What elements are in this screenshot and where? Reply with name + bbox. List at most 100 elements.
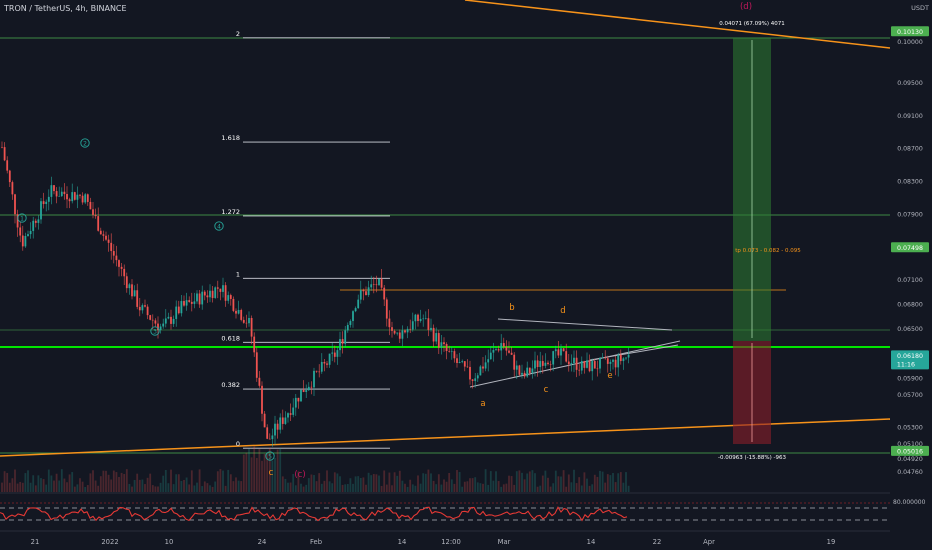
- candle-body: [107, 239, 110, 243]
- candle-body: [268, 438, 271, 440]
- volume-bar: [209, 485, 211, 492]
- volume-bar: [287, 482, 289, 492]
- volume-bar: [206, 483, 209, 492]
- volume-bar: [440, 484, 443, 492]
- price-marker-label: 0.05016: [897, 448, 923, 455]
- candle-body: [34, 220, 37, 223]
- fib-level-label: 1.618: [221, 134, 240, 142]
- volume-bar: [253, 446, 256, 492]
- candle-body: [458, 362, 461, 363]
- candle-body: [523, 372, 526, 377]
- candle-body: [482, 366, 484, 369]
- candle-body: [456, 358, 458, 363]
- volume-bar: [492, 480, 495, 492]
- volume-bar: [128, 483, 131, 492]
- price-marker: [891, 26, 929, 37]
- candle-body: [287, 413, 289, 418]
- volume-bar: [190, 470, 193, 492]
- wave-label: b: [509, 303, 514, 313]
- volume-bar: [544, 470, 547, 492]
- volume-bar: [570, 482, 573, 492]
- candle-body: [614, 359, 617, 368]
- volume-bar: [154, 486, 157, 492]
- candle-body: [414, 314, 417, 322]
- wave-label: (c): [294, 470, 305, 480]
- candle-body: [484, 362, 487, 369]
- volume-bar: [6, 472, 9, 492]
- volume-bar: [326, 470, 328, 492]
- candle-body: [409, 328, 412, 330]
- candle-body: [448, 351, 451, 352]
- volume-bar: [359, 477, 362, 492]
- volume-bar: [81, 481, 84, 492]
- candle-body: [552, 351, 555, 365]
- volume-bar: [622, 482, 625, 492]
- candle-body: [172, 318, 175, 324]
- candle-body: [66, 194, 68, 200]
- candle-body: [513, 354, 516, 370]
- candle-body: [510, 352, 513, 355]
- candle-body: [42, 201, 45, 205]
- candle-body: [16, 214, 19, 228]
- candle-body: [461, 361, 464, 363]
- price-marker: [891, 350, 929, 370]
- volume-bar: [417, 475, 419, 492]
- volume-bar: [596, 476, 599, 492]
- volume-bar: [323, 480, 326, 492]
- volume-bar: [562, 470, 565, 492]
- volume-bar: [346, 484, 349, 492]
- candle-body: [224, 285, 227, 301]
- rsi-pane[interactable]: [0, 493, 890, 531]
- volume-bar: [625, 472, 627, 492]
- candle-body: [47, 196, 50, 202]
- volume-bar: [565, 486, 568, 492]
- volume-bar: [250, 457, 253, 492]
- candle-body: [544, 362, 547, 366]
- volume-bar: [365, 484, 367, 492]
- volume-bar: [586, 478, 588, 492]
- volume-bar: [606, 474, 609, 492]
- price-tick-label: 0.04920: [897, 456, 923, 463]
- candle-body: [92, 209, 94, 215]
- target-annotation: 0.04071 (67.09%) 4071: [719, 21, 785, 27]
- volume-bar: [300, 483, 302, 492]
- volume-bar: [292, 473, 295, 492]
- candle-body: [188, 300, 191, 302]
- candle-body: [125, 276, 128, 289]
- currency-label: USDT: [911, 4, 929, 12]
- candle-body: [391, 327, 393, 331]
- volume-bar: [367, 472, 370, 492]
- volume-bar: [170, 469, 172, 492]
- candle-body: [128, 284, 131, 289]
- candle-body: [383, 287, 386, 300]
- volume-bar: [40, 478, 42, 492]
- candle-body: [133, 290, 136, 297]
- price-axis[interactable]: [890, 0, 932, 550]
- candle-body: [248, 317, 250, 324]
- candle-body: [146, 306, 149, 316]
- candle-body: [365, 291, 367, 296]
- price-tick-label: 0.09500: [897, 80, 923, 87]
- volume-bar: [461, 486, 464, 492]
- candle-body: [471, 379, 474, 381]
- candle-body: [596, 368, 599, 370]
- volume-bar: [552, 483, 555, 492]
- candle-body: [136, 290, 139, 307]
- volume-bar: [177, 474, 180, 492]
- candle-body: [307, 386, 310, 391]
- volume-bar: [266, 453, 269, 492]
- candle-body: [344, 330, 347, 344]
- price-marker-label: 0.10130: [897, 29, 923, 36]
- fibonacci-extension[interactable]: 2 1.618 1.272 1 0.618 0.382 0: [221, 30, 390, 449]
- volume-bar: [159, 482, 162, 492]
- volume-bar: [255, 457, 258, 492]
- volume-bar: [11, 478, 14, 492]
- candle-body: [380, 278, 383, 288]
- volume-bar: [294, 485, 297, 492]
- candle-body: [326, 363, 328, 365]
- time-axis[interactable]: [0, 531, 890, 550]
- candle-body: [3, 147, 6, 161]
- volume-bar: [60, 469, 63, 492]
- volume-bar: [63, 478, 66, 492]
